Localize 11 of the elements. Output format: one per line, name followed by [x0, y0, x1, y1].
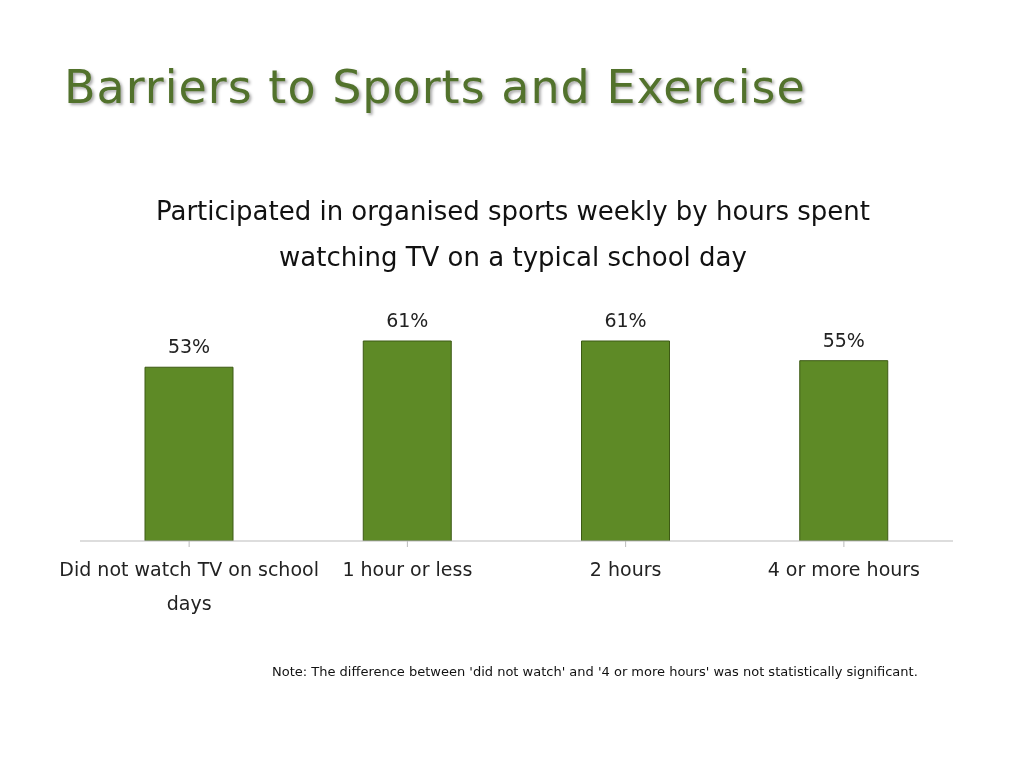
data-label: 61%	[604, 309, 647, 331]
data-label: 53%	[167, 335, 211, 358]
x-tick-label: 1 hour or less	[342, 558, 473, 581]
chart-subtitle: Participated in organised sports weekly by hours spent watching TV on a typical school day	[154, 195, 872, 274]
data-label: 55%	[822, 328, 865, 351]
chart-title: Barriers to Sports and Exercise	[64, 60, 806, 114]
x-tick-label: Did not watch TV on school days	[59, 558, 319, 615]
x-tick-label: 4 or more hours	[767, 558, 921, 581]
text: Note: The difference between 'did not watch' and '4 or more hours' was not statistically significant.	[272, 663, 919, 681]
data-label: 61%	[386, 309, 429, 331]
x-tick-label: 2 hours	[589, 558, 662, 581]
